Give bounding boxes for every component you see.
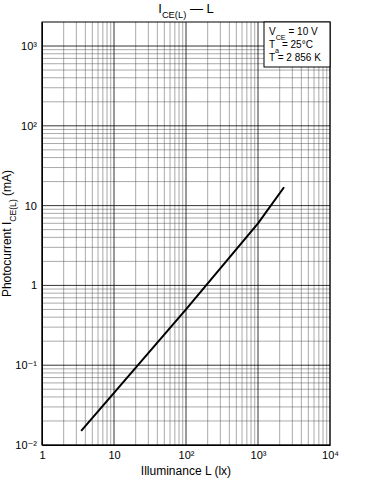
tick-label: 10³ [21, 40, 37, 52]
tick: 10² [179, 445, 195, 461]
minor-grid-line [63, 22, 64, 445]
tick: 10⁻² [15, 439, 42, 451]
minor-grid-line [323, 22, 324, 445]
tick: 1 [31, 279, 42, 291]
minor-grid-line [292, 22, 293, 445]
tick-label: 10 [108, 449, 120, 461]
x-axis: 1 10 10² 10³ 10⁴ [39, 445, 339, 461]
text-part: — L [186, 1, 213, 16]
title: ICE(L) — L [158, 1, 214, 20]
annotation-frame [264, 22, 330, 67]
y-axis: 10⁻² 10⁻¹ 1 10 10² 10³ [15, 23, 42, 452]
minor-grid-line [220, 22, 221, 445]
minor-grid-line [279, 22, 280, 445]
minor-grid-line [157, 22, 158, 445]
tick-label: 1 [31, 279, 37, 291]
tick-label: 10⁴ [322, 449, 339, 461]
minor-grid-line [326, 22, 327, 445]
minor-grid-line [308, 22, 309, 445]
grid-line [258, 22, 259, 445]
tick-label: 1 [39, 449, 45, 461]
grid-line [42, 205, 330, 206]
tick: 10² [21, 120, 42, 132]
minor-grid-line [107, 22, 108, 445]
minor-grid-line [98, 22, 99, 445]
minor-grid-line [76, 22, 77, 445]
minor-grid-line [318, 22, 319, 445]
x-axis-label: Illuminance L (lx) [141, 464, 231, 478]
subscript: CE(L) [8, 199, 18, 222]
minor-grid-line [242, 22, 243, 445]
tick: 10⁴ [322, 445, 339, 461]
data-line [81, 187, 284, 431]
tick: 10⁻¹ [15, 359, 42, 371]
tick-label: 10² [179, 449, 195, 461]
tick-label: 10² [21, 120, 37, 132]
tick: 10 [25, 200, 42, 212]
tick-label: 10⁻¹ [15, 359, 37, 371]
tick: 10³ [251, 445, 267, 461]
grid-line [186, 22, 187, 445]
minor-grid-line [314, 22, 315, 445]
minor-grid-line [229, 22, 230, 445]
grid-line [42, 365, 330, 366]
minor-grid-line [254, 22, 255, 445]
text-part: Photocurrent I [0, 222, 14, 297]
text-part: T = 2 856 K [269, 52, 321, 63]
minor-grid-line [236, 22, 237, 445]
tick-label: 10³ [251, 449, 267, 461]
annotation: T = 2 856 K [269, 52, 321, 63]
data-layer [81, 187, 284, 431]
text-part: = 25°C [279, 39, 313, 50]
minor-grid-line [246, 22, 247, 445]
text-part: = 10 V [286, 26, 318, 37]
grid [42, 22, 330, 445]
tick-label: 10⁻² [15, 439, 37, 451]
subscript: CE(L) [162, 10, 186, 20]
plot: 11010²10³10⁴10⁻²10⁻¹11010²10³VCE = 10 VT… [15, 22, 339, 461]
minor-grid-line [85, 22, 86, 445]
minor-grid-line [207, 22, 208, 445]
minor-grid-line [148, 22, 149, 445]
grid-line [42, 125, 330, 126]
grid-line [42, 285, 330, 286]
minor-grid-line [164, 22, 165, 445]
annotation-box: VCE = 10 VTa = 25°CT = 2 856 K [264, 22, 330, 67]
tick: 1 [39, 445, 45, 461]
minor-grid-line [170, 22, 171, 445]
tick: 10 [108, 445, 120, 461]
tick: 10³ [21, 40, 42, 52]
y-axis-label: Photocurrent ICE(L) (mA) [0, 170, 18, 297]
text-part: (mA) [0, 170, 14, 199]
minor-grid-line [92, 22, 93, 445]
plot-frame [42, 22, 330, 445]
minor-grid-line [179, 22, 180, 445]
grid-line [114, 22, 115, 445]
minor-grid-line [110, 22, 111, 445]
minor-grid-line [102, 22, 103, 445]
minor-grid-line [174, 22, 175, 445]
minor-grid-line [301, 22, 302, 445]
chart: 11010²10³10⁴10⁻²10⁻¹11010²10³VCE = 10 VT… [0, 0, 382, 480]
tick-label: 10 [25, 200, 37, 212]
minor-grid-line [182, 22, 183, 445]
minor-grid-line [135, 22, 136, 445]
